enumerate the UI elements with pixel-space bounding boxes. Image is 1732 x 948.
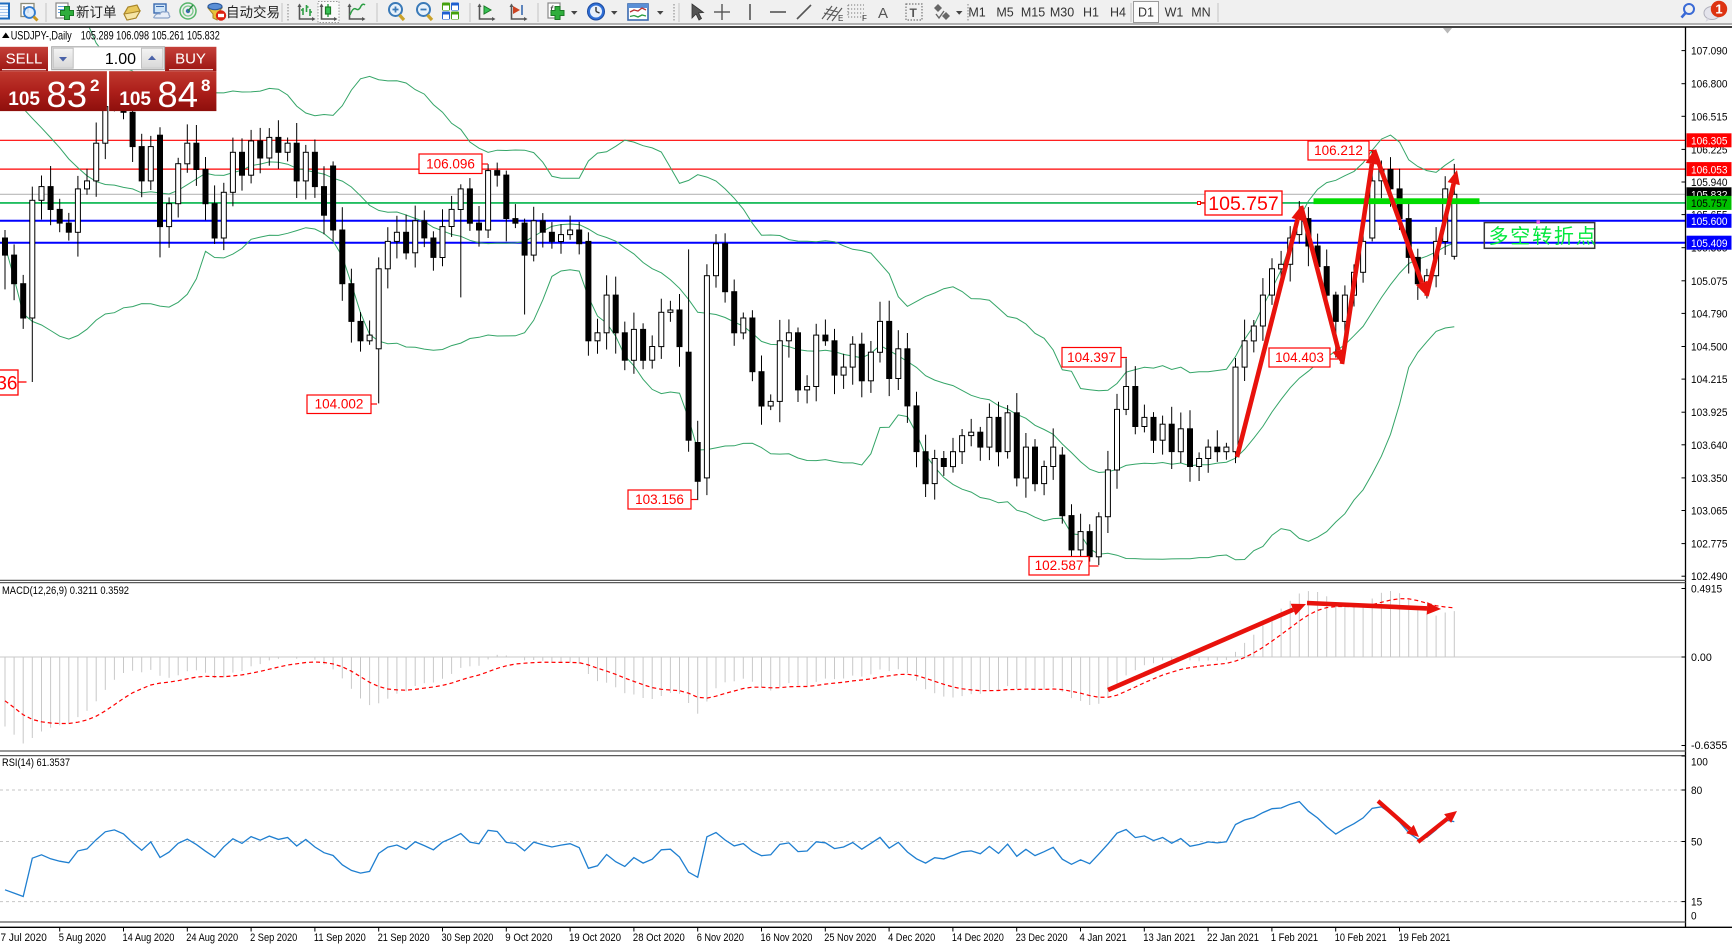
svg-text:M5: M5: [996, 6, 1013, 20]
svg-text:50: 50: [1691, 837, 1702, 849]
svg-text:104.002: 104.002: [315, 397, 364, 412]
svg-text:105: 105: [8, 89, 40, 110]
svg-text:SELL: SELL: [6, 51, 43, 68]
svg-text:11 Sep 2020: 11 Sep 2020: [314, 932, 366, 944]
svg-text:104.790: 104.790: [1691, 308, 1728, 320]
svg-text:1: 1: [1715, 2, 1722, 17]
svg-text:H1: H1: [1083, 6, 1099, 20]
svg-text:1.00: 1.00: [105, 51, 136, 68]
svg-text:W1: W1: [1165, 6, 1184, 20]
svg-text:23 Dec 2020: 23 Dec 2020: [1016, 932, 1068, 944]
svg-text:0.00: 0.00: [1691, 652, 1712, 664]
svg-text:28 Oct 2020: 28 Oct 2020: [633, 932, 685, 944]
svg-text:105.075: 105.075: [1691, 276, 1728, 288]
svg-text:BUY: BUY: [175, 51, 206, 68]
svg-text:MN: MN: [1191, 6, 1210, 20]
svg-text:0: 0: [1691, 911, 1697, 923]
svg-text:M1: M1: [968, 6, 985, 20]
svg-text:106.212: 106.212: [1314, 143, 1363, 158]
svg-text:F: F: [862, 14, 867, 23]
svg-text:103.156: 103.156: [635, 492, 684, 507]
svg-text:14 Aug 2020: 14 Aug 2020: [123, 932, 175, 944]
svg-text:19 Oct 2020: 19 Oct 2020: [569, 932, 621, 944]
svg-text:22 Jan 2021: 22 Jan 2021: [1207, 932, 1259, 944]
svg-text:13 Jan 2021: 13 Jan 2021: [1143, 932, 1195, 944]
svg-text:RSI(14) 61.3537: RSI(14) 61.3537: [2, 757, 70, 769]
svg-text:0.4915: 0.4915: [1691, 584, 1722, 596]
svg-text:104.403: 104.403: [1275, 350, 1324, 365]
svg-text:30 Sep 2020: 30 Sep 2020: [442, 932, 494, 944]
svg-text:4 Jan 2021: 4 Jan 2021: [1080, 932, 1127, 944]
svg-text:多空转折点: 多空转折点: [1489, 225, 1598, 248]
svg-text:105.289 106.098 105.261 105.83: 105.289 106.098 105.261 105.832: [81, 29, 220, 43]
svg-text:2: 2: [90, 76, 99, 95]
svg-text:104.236: 104.236: [0, 374, 18, 395]
svg-text:-0.6355: -0.6355: [1691, 740, 1727, 752]
svg-text:E: E: [838, 14, 843, 23]
svg-text:106.305: 106.305: [1691, 136, 1728, 148]
svg-text:H4: H4: [1110, 6, 1126, 20]
svg-text:A: A: [878, 5, 888, 22]
svg-text:5 Aug 2020: 5 Aug 2020: [59, 932, 106, 944]
svg-text:21 Sep 2020: 21 Sep 2020: [378, 932, 430, 944]
svg-text:106.800: 106.800: [1691, 79, 1728, 91]
svg-text:8: 8: [201, 76, 210, 95]
svg-text:2 Sep 2020: 2 Sep 2020: [250, 932, 297, 944]
svg-text:M15: M15: [1021, 6, 1045, 20]
svg-text:84: 84: [157, 74, 198, 115]
svg-text:14 Dec 2020: 14 Dec 2020: [952, 932, 1004, 944]
svg-text:103.350: 103.350: [1691, 473, 1728, 485]
svg-text:105: 105: [119, 89, 151, 110]
svg-text:15: 15: [1691, 897, 1702, 909]
svg-text:1 Feb 2021: 1 Feb 2021: [1271, 932, 1318, 944]
svg-text:105.757: 105.757: [1208, 193, 1279, 215]
svg-text:D1: D1: [1138, 6, 1154, 20]
svg-text:24 Aug 2020: 24 Aug 2020: [186, 932, 238, 944]
svg-text:6 Nov 2020: 6 Nov 2020: [697, 932, 744, 944]
svg-text:T: T: [910, 6, 918, 20]
svg-text:103.925: 103.925: [1691, 407, 1728, 419]
svg-text:4 Dec 2020: 4 Dec 2020: [888, 932, 935, 944]
svg-text:105.409: 105.409: [1691, 238, 1728, 250]
svg-text:USDJPY-,Daily: USDJPY-,Daily: [11, 29, 72, 43]
svg-text:102.775: 102.775: [1691, 539, 1728, 551]
svg-text:19 Feb 2021: 19 Feb 2021: [1399, 932, 1451, 944]
svg-text:9 Oct 2020: 9 Oct 2020: [505, 932, 552, 944]
svg-text:MACD(12,26,9) 0.3211 0.3592: MACD(12,26,9) 0.3211 0.3592: [2, 585, 129, 597]
svg-text:104.500: 104.500: [1691, 342, 1728, 354]
svg-text:自动交易: 自动交易: [226, 4, 280, 20]
svg-text:25 Nov 2020: 25 Nov 2020: [824, 932, 876, 944]
svg-text:107.090: 107.090: [1691, 46, 1728, 58]
svg-text:10 Feb 2021: 10 Feb 2021: [1335, 932, 1387, 944]
svg-text:104.397: 104.397: [1067, 350, 1116, 365]
svg-text:16 Nov 2020: 16 Nov 2020: [761, 932, 813, 944]
svg-text:105.940: 105.940: [1691, 177, 1728, 189]
svg-text:106.053: 106.053: [1691, 164, 1728, 176]
svg-text:102.587: 102.587: [1035, 558, 1084, 573]
svg-text:103.640: 103.640: [1691, 440, 1728, 452]
svg-text:105.757: 105.757: [1691, 198, 1728, 210]
svg-text:106.225: 106.225: [1691, 144, 1728, 156]
svg-text:新订单: 新订单: [76, 5, 117, 20]
svg-text:M30: M30: [1050, 6, 1074, 20]
svg-text:105.600: 105.600: [1691, 216, 1728, 228]
svg-text:104.215: 104.215: [1691, 374, 1728, 386]
svg-text:102.490: 102.490: [1691, 571, 1728, 583]
svg-text:106.096: 106.096: [426, 157, 475, 172]
svg-text:103.065: 103.065: [1691, 506, 1728, 518]
svg-text:27 Jul 2020: 27 Jul 2020: [0, 932, 47, 944]
svg-text:83: 83: [46, 74, 87, 115]
svg-text:80: 80: [1691, 785, 1702, 797]
svg-text:100: 100: [1691, 757, 1708, 769]
svg-text:106.515: 106.515: [1691, 111, 1728, 123]
